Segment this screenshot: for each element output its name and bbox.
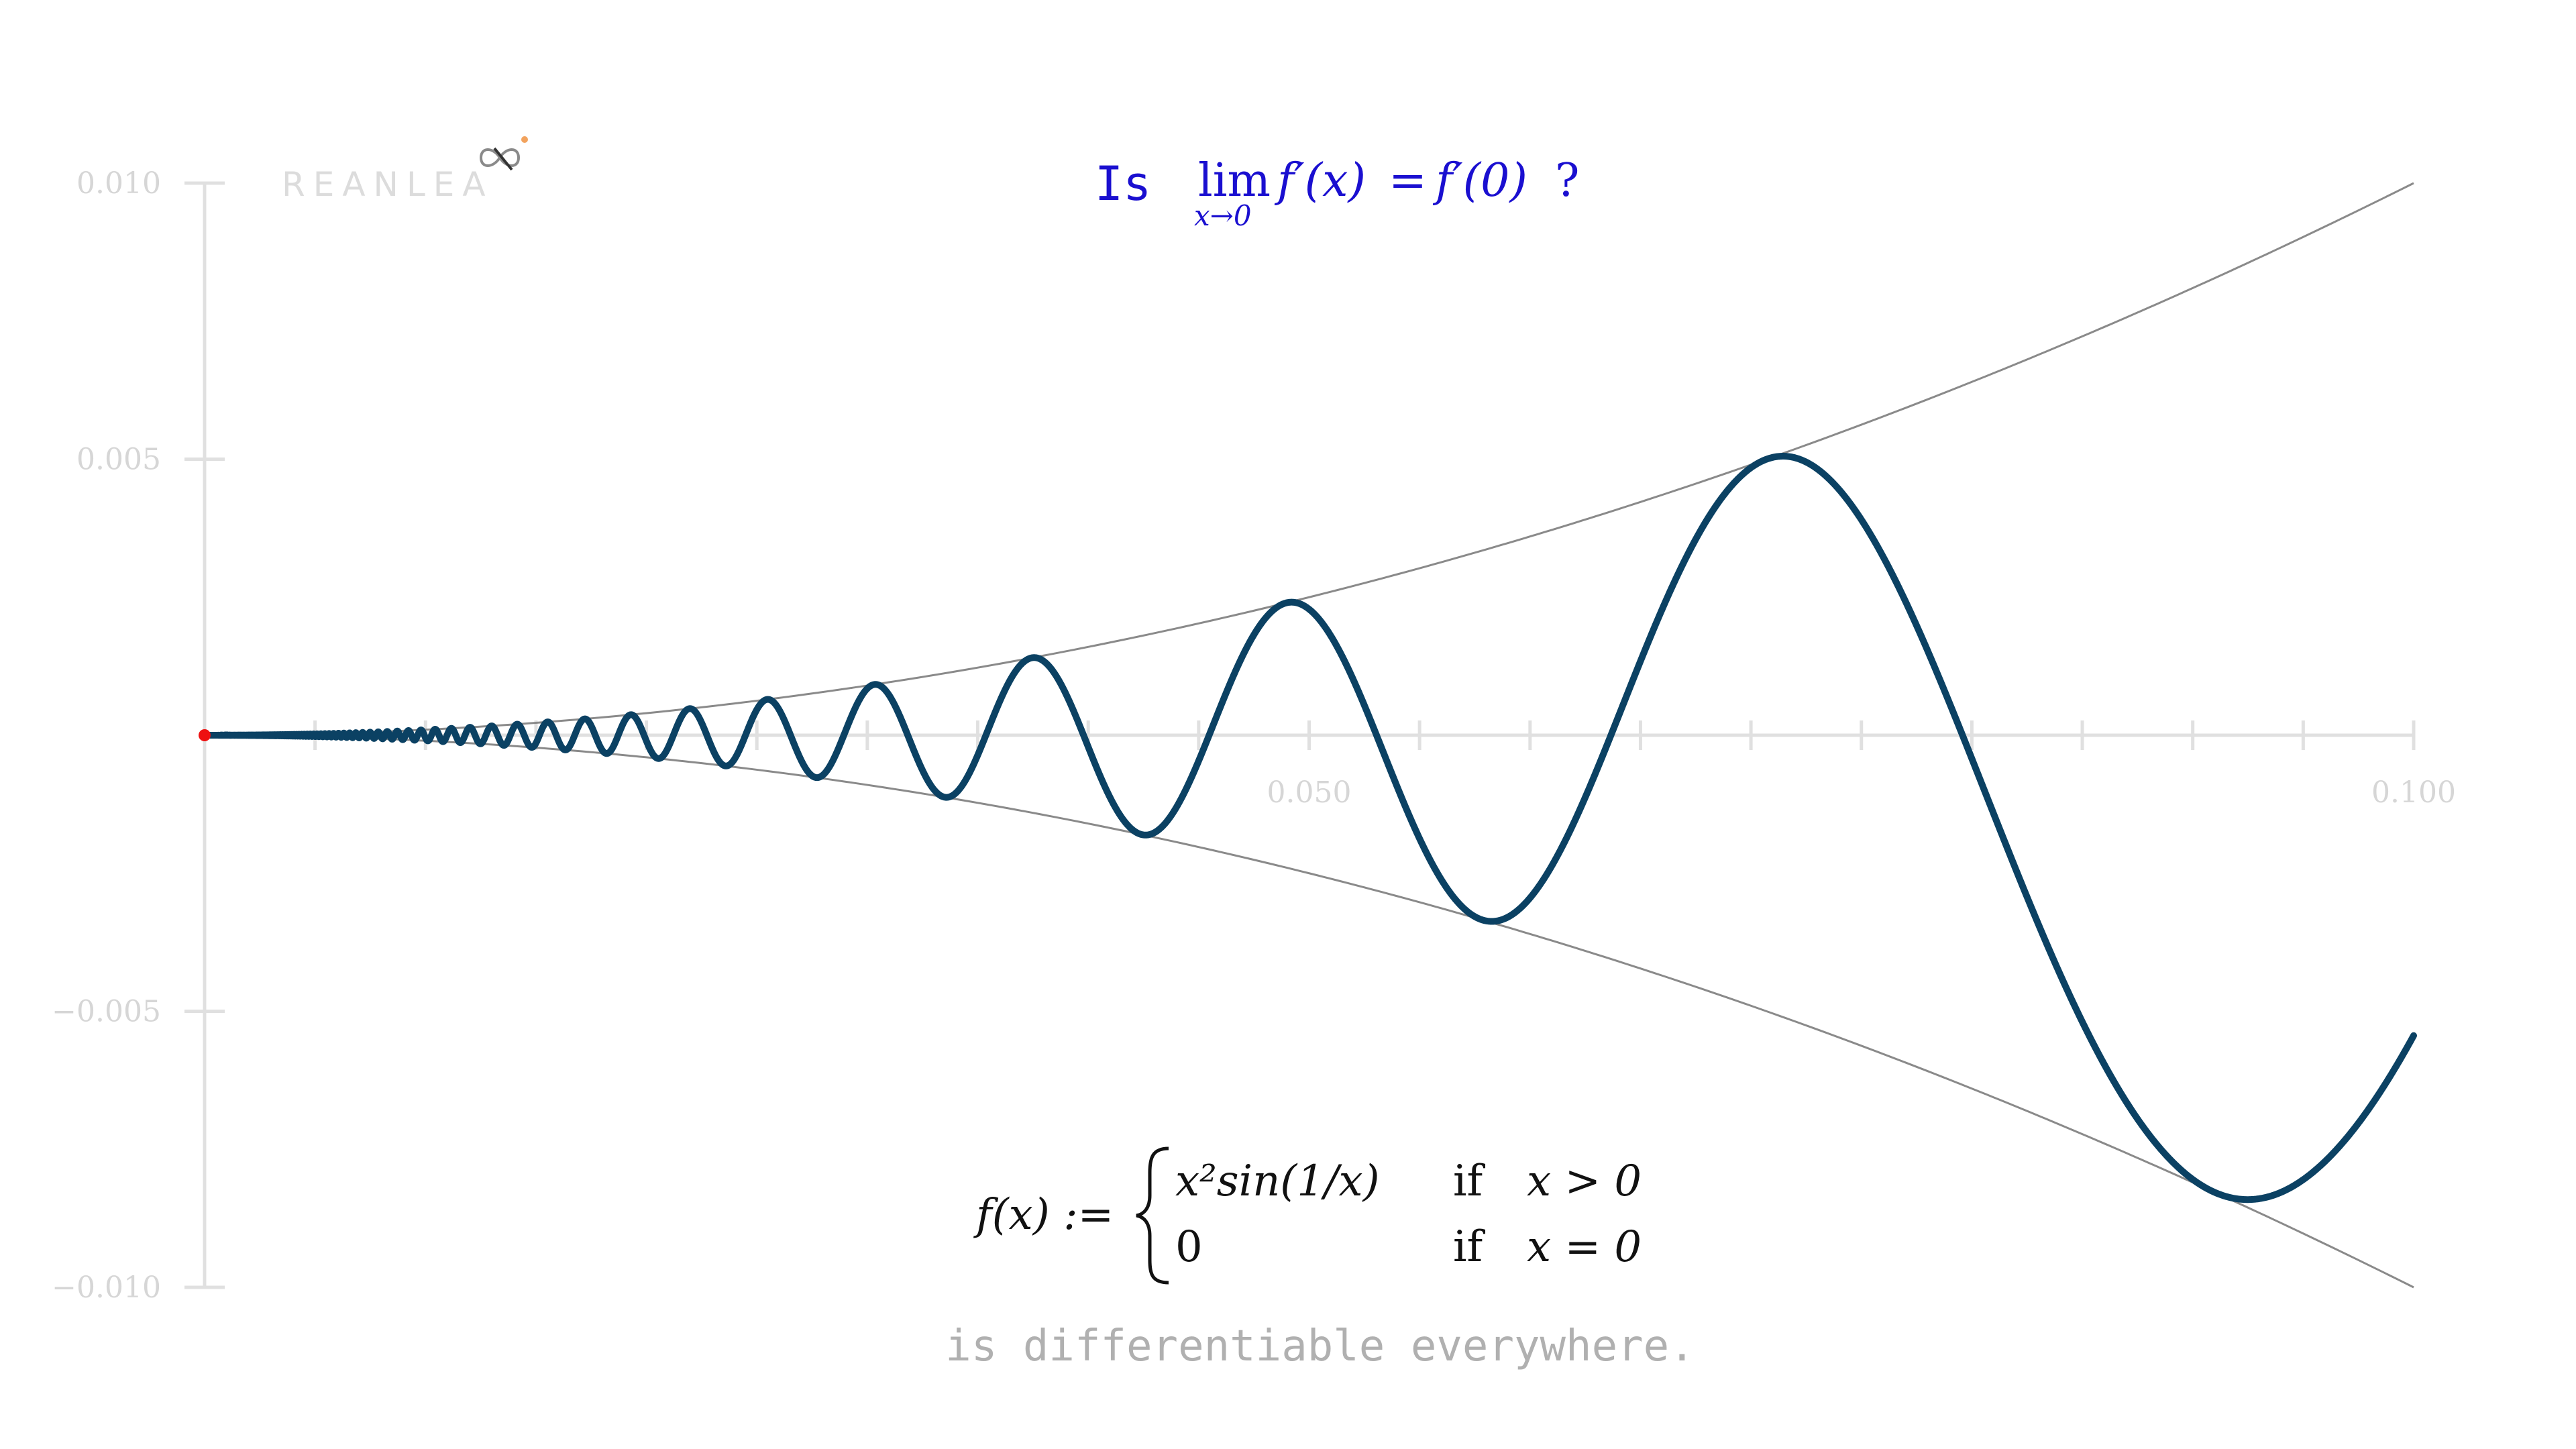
question-mark: ?	[1555, 154, 1579, 207]
case1-expression: x²sin(1/x)	[1175, 1157, 1380, 1206]
brand-text: REANLEA	[282, 165, 494, 204]
y-tick-label: 0.010	[76, 166, 161, 201]
brand-logo: REANLEA	[282, 136, 528, 204]
case2-expression: 0	[1175, 1222, 1203, 1272]
function-definition: f(x) := x²sin(1/x) if x > 0 0 if x = 0	[973, 1146, 1642, 1285]
definition-lhs: f(x) :=	[973, 1190, 1114, 1240]
case1-if: if	[1453, 1157, 1485, 1206]
question-prefix: Is	[1095, 156, 1151, 211]
infinity-logo-icon	[479, 136, 528, 171]
rhs-derivative: f′(0)	[1432, 154, 1527, 207]
function-curve	[201, 453, 2417, 1203]
equals-sign: =	[1389, 154, 1427, 207]
case2-if: if	[1453, 1222, 1485, 1272]
y-ticks: 0.010 0.005 −0.005 −0.010	[52, 166, 225, 1305]
y-tick-label: 0.005	[76, 443, 161, 477]
case1-condition: x > 0	[1527, 1157, 1642, 1206]
origin-point	[199, 729, 211, 741]
case2-condition: x = 0	[1527, 1222, 1642, 1272]
x-tick-label: 0.100	[2371, 775, 2456, 810]
caption-text: is differentiable everywhere.	[945, 1322, 1695, 1371]
question-title: Is lim x→0 f′(x) = f′(0) ?	[1095, 154, 1579, 232]
lim-symbol: lim	[1198, 154, 1271, 207]
left-brace	[1136, 1146, 1169, 1285]
lim-subscript: x→0	[1194, 199, 1252, 232]
y-tick-label: −0.010	[52, 1271, 161, 1305]
y-tick-label: −0.005	[52, 995, 161, 1029]
x-tick-label: 0.050	[1267, 775, 1352, 810]
upper-envelope-curve	[204, 182, 2414, 737]
x-ticks: 0.050 0.100	[313, 720, 2456, 810]
lower-envelope-curve	[204, 734, 2414, 1289]
lhs-derivative: f′(x)	[1274, 154, 1366, 207]
